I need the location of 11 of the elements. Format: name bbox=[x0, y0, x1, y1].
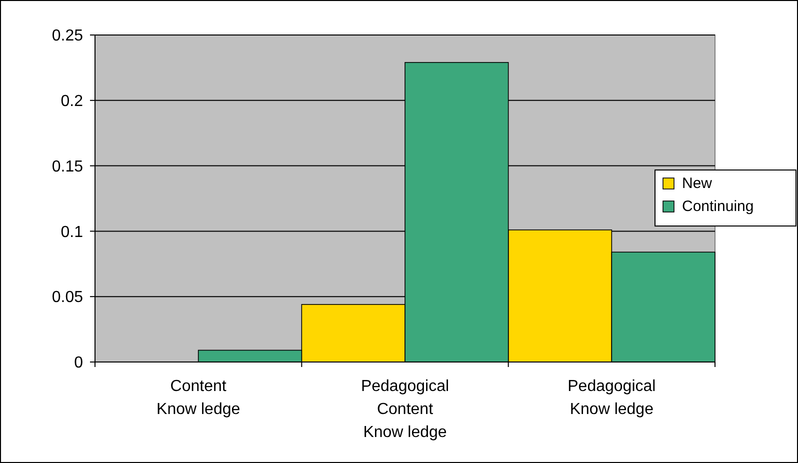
y-tick-label: 0.2 bbox=[60, 93, 84, 110]
legend-label: New bbox=[682, 175, 712, 192]
legend-label: Continuing bbox=[682, 198, 754, 215]
y-tick-label: 0.05 bbox=[52, 289, 84, 306]
y-tick-label: 0.1 bbox=[60, 224, 84, 241]
y-tick-label: 0.15 bbox=[52, 158, 84, 176]
x-tick-label: Pedagogical Content Know ledge bbox=[360, 378, 450, 441]
x-tick-label: Pedagogical Know ledge bbox=[568, 378, 656, 418]
y-tick-label: 0 bbox=[74, 354, 84, 372]
x-tick-label: Content Know ledge bbox=[156, 378, 240, 418]
y-tick-label: 0.25 bbox=[52, 28, 84, 45]
